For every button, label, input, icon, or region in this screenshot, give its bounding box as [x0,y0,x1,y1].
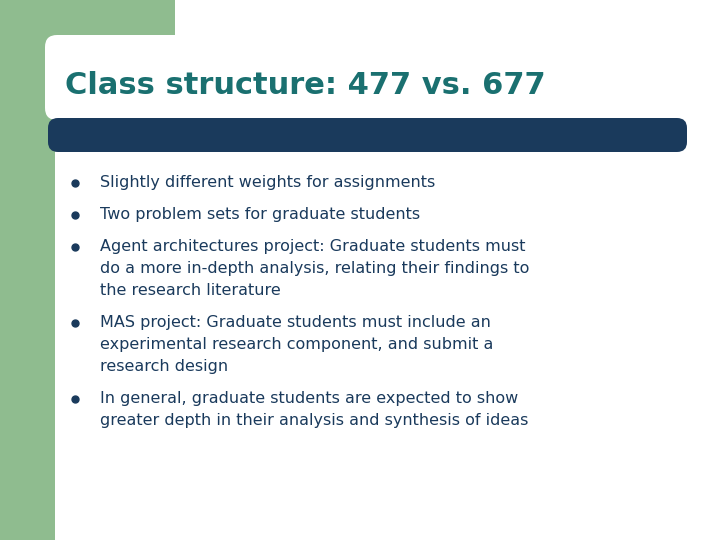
Text: In general, graduate students are expected to show: In general, graduate students are expect… [100,391,518,406]
FancyBboxPatch shape [48,118,687,152]
Text: experimental research component, and submit a: experimental research component, and sub… [100,337,493,352]
Text: Two problem sets for graduate students: Two problem sets for graduate students [100,207,420,222]
Text: Class structure: 477 vs. 677: Class structure: 477 vs. 677 [65,71,546,99]
Bar [0,0,175,120]
FancyBboxPatch shape [45,35,615,120]
Text: Slightly different weights for assignments: Slightly different weights for assignmen… [100,175,436,190]
Text: MAS project: Graduate students must include an: MAS project: Graduate students must incl… [100,315,491,330]
Text: the research literature: the research literature [100,283,281,298]
Text: Agent architectures project: Graduate students must: Agent architectures project: Graduate st… [100,239,526,254]
Bar [0,120,55,540]
Text: greater depth in their analysis and synthesis of ideas: greater depth in their analysis and synt… [100,413,528,428]
Text: do a more in-depth analysis, relating their findings to: do a more in-depth analysis, relating th… [100,261,529,276]
Text: research design: research design [100,359,228,374]
